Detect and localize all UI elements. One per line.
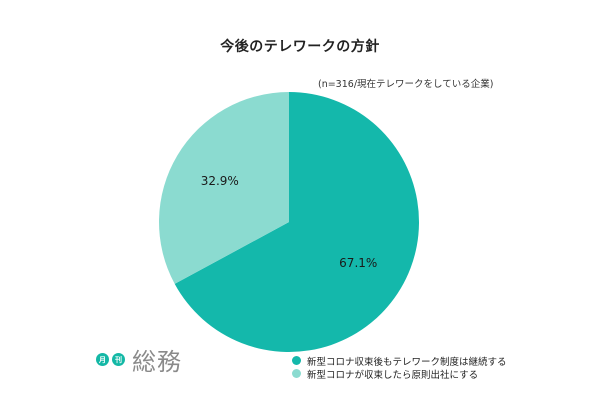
legend-item: 新型コロナ収束後もテレワーク制度は継続する <box>292 354 507 368</box>
legend-label: 新型コロナ収束後もテレワーク制度は継続する <box>307 356 507 368</box>
legend-swatch-icon <box>292 369 301 378</box>
legend-swatch-icon <box>292 356 301 365</box>
logo-badge-month: 月 <box>96 353 109 366</box>
slice-data-label: 67.1% <box>339 256 377 270</box>
pie-slice <box>158 92 289 284</box>
slice-data-label: 32.9% <box>201 174 239 188</box>
pie-slice <box>174 92 420 352</box>
logo-wordmark: 総務 <box>132 348 182 376</box>
legend-item: 新型コロナが収束したら原則出社にする <box>292 367 507 381</box>
logo-badge-publication: 刊 <box>112 353 125 366</box>
chart-subtitle: (n=316/現在テレワークをしている企業) <box>318 79 494 90</box>
legend-label: 新型コロナが収束したら原則出社にする <box>307 369 479 381</box>
chart-title: 今後のテレワークの方針 <box>220 39 380 55</box>
chart-legend: 新型コロナ収束後もテレワーク制度は継続する 新型コロナが収束したら原則出社にする <box>292 354 507 381</box>
gekkan-soumu-logo: 月 刊 総務 <box>96 342 182 377</box>
